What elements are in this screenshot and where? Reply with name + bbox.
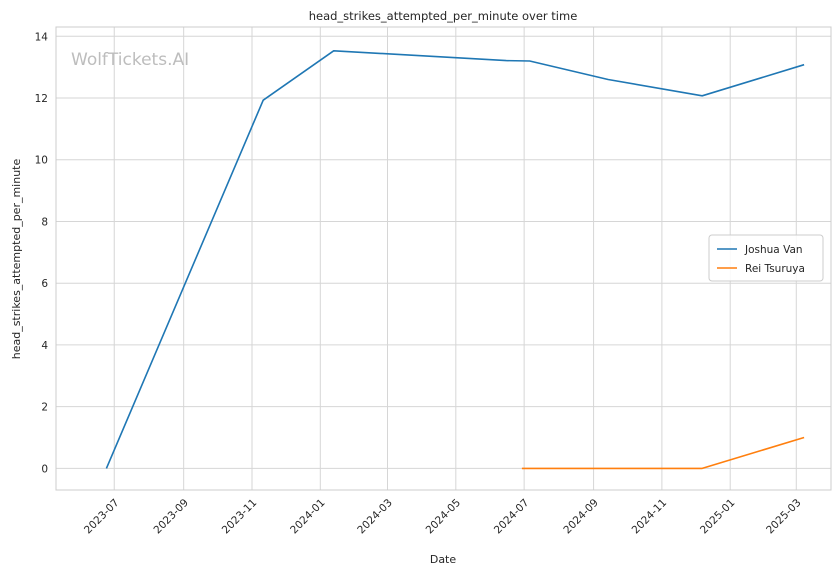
- x-tick-label: 2024-11: [630, 497, 670, 537]
- series-line-1: [521, 436, 805, 470]
- y-tick-label: 2: [41, 402, 48, 414]
- x-tick-label: 2024-09: [561, 497, 601, 537]
- legend: Joshua Van Rei Tsuruya: [708, 234, 824, 282]
- x-tick-label: 2023-07: [82, 497, 122, 537]
- x-tick-label: 2024-07: [492, 497, 532, 537]
- x-tick-label: 2025-03: [764, 497, 804, 537]
- x-tick-label: 2024-01: [288, 497, 328, 537]
- x-tick-label: 2025-01: [698, 497, 738, 537]
- legend-entry: Joshua Van: [744, 244, 803, 256]
- chart-title: head_strikes_attempted_per_minute over t…: [309, 9, 578, 23]
- x-tick-label: 2023-09: [151, 497, 191, 537]
- y-tick-label: 4: [41, 340, 48, 352]
- y-tick-label: 12: [35, 93, 48, 105]
- x-axis-ticks: 2023-07 2023-09 2023-11 2024-01 2024-03 2024-…: [82, 497, 804, 537]
- x-tick-label: 2024-05: [424, 497, 464, 537]
- series-line-0: [105, 49, 805, 469]
- y-tick-label: 6: [41, 278, 48, 290]
- y-tick-label: 0: [41, 463, 48, 475]
- watermark-text: WolfTickets.AI: [71, 50, 189, 70]
- x-tick-label: 2023-11: [220, 497, 260, 537]
- y-tick-label: 8: [41, 216, 48, 228]
- y-axis-ticks: 0 2 4 6 8 10 12 14: [35, 31, 49, 475]
- y-tick-label: 10: [35, 155, 48, 167]
- y-tick-label: 14: [35, 31, 49, 43]
- plot-area-frame: [55, 26, 832, 491]
- series-layer: [105, 49, 805, 470]
- legend-box: [708, 234, 824, 282]
- legend-entry: Rei Tsuruya: [745, 263, 805, 275]
- y-axis-label: head_strikes_attempted_per_minute: [10, 159, 23, 360]
- x-axis-label: Date: [430, 553, 457, 566]
- x-tick-label: 2024-03: [355, 497, 395, 537]
